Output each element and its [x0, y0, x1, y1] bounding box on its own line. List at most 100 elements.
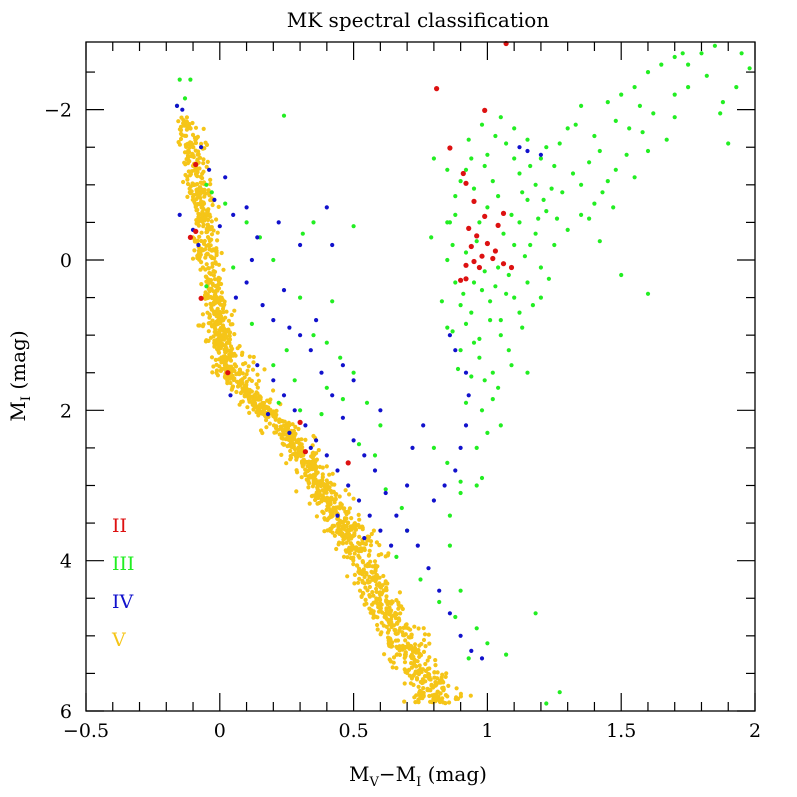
- data-point: [310, 493, 315, 498]
- data-point: [324, 453, 329, 458]
- data-point: [307, 501, 312, 506]
- data-point: [500, 261, 507, 267]
- data-point: [490, 179, 495, 184]
- data-point: [271, 388, 276, 393]
- data-point: [276, 400, 281, 405]
- data-point: [336, 542, 341, 547]
- data-point: [270, 412, 275, 417]
- data-point: [223, 375, 228, 380]
- data-point: [311, 333, 316, 338]
- data-point: [378, 528, 383, 533]
- data-point: [240, 371, 245, 376]
- data-point: [341, 506, 346, 511]
- data-point: [346, 483, 351, 488]
- data-point: [222, 299, 227, 304]
- data-point: [538, 152, 544, 157]
- series-iv: [174, 103, 544, 661]
- data-point: [364, 400, 370, 405]
- data-point: [204, 211, 209, 216]
- data-point: [211, 269, 216, 274]
- data-point: [378, 601, 383, 606]
- data-point: [416, 647, 421, 653]
- data-point: [401, 625, 406, 631]
- data-point: [256, 404, 261, 409]
- data-point: [520, 325, 525, 330]
- data-point: [421, 637, 427, 643]
- data-point: [242, 392, 247, 397]
- data-point: [288, 455, 294, 460]
- data-point: [415, 543, 420, 548]
- data-point: [363, 597, 368, 603]
- data-point: [363, 542, 368, 547]
- data-point: [200, 216, 205, 221]
- data-point: [482, 107, 488, 113]
- data-point: [217, 224, 222, 229]
- data-point: [349, 545, 355, 550]
- data-point: [463, 262, 469, 268]
- data-point: [332, 482, 337, 487]
- data-point: [371, 593, 376, 598]
- data-point: [189, 140, 194, 146]
- data-point: [442, 483, 447, 488]
- data-point: [399, 505, 404, 511]
- data-point: [377, 591, 382, 596]
- data-point: [203, 290, 208, 295]
- data-point: [393, 631, 398, 636]
- data-point: [544, 145, 549, 150]
- data-point: [194, 187, 199, 192]
- data-point: [207, 247, 212, 252]
- data-point: [520, 190, 525, 195]
- data-point: [525, 280, 530, 285]
- data-point: [244, 372, 249, 377]
- data-point: [243, 385, 249, 390]
- data-point: [370, 570, 375, 575]
- data-point: [192, 168, 197, 173]
- y-tick-label: 2: [60, 400, 72, 422]
- data-point: [284, 348, 289, 353]
- data-point: [184, 133, 189, 138]
- data-point: [365, 538, 370, 543]
- data-point: [349, 526, 354, 532]
- data-point: [352, 521, 357, 527]
- data-point: [421, 626, 426, 631]
- data-point: [201, 241, 207, 246]
- data-point: [378, 597, 383, 603]
- data-point: [305, 469, 310, 474]
- data-point: [479, 475, 485, 481]
- data-point: [317, 500, 322, 506]
- data-point: [330, 530, 335, 535]
- data-point: [209, 232, 215, 237]
- data-point: [496, 265, 501, 270]
- data-point: [356, 512, 361, 518]
- data-point: [212, 256, 217, 261]
- data-point: [232, 308, 237, 313]
- data-point: [496, 385, 501, 390]
- data-point: [409, 665, 414, 670]
- data-point: [244, 379, 249, 384]
- data-point: [466, 656, 471, 661]
- data-point: [383, 490, 388, 496]
- data-point: [445, 694, 450, 699]
- data-point: [196, 323, 201, 328]
- data-point: [447, 700, 452, 705]
- data-point: [359, 546, 364, 551]
- data-point: [204, 230, 209, 235]
- data-point: [747, 66, 752, 71]
- data-point: [420, 696, 425, 701]
- data-point: [298, 295, 303, 300]
- data-point: [416, 668, 421, 673]
- data-point: [216, 277, 221, 282]
- data-point: [200, 324, 205, 329]
- data-point: [394, 513, 399, 518]
- data-point: [337, 494, 342, 499]
- data-point: [322, 529, 327, 534]
- data-point: [372, 468, 378, 473]
- data-point: [347, 492, 352, 497]
- data-point: [209, 219, 214, 224]
- data-point: [335, 528, 340, 533]
- data-point: [443, 674, 448, 680]
- data-point: [439, 299, 444, 304]
- data-point: [416, 684, 421, 689]
- data-point: [632, 175, 637, 180]
